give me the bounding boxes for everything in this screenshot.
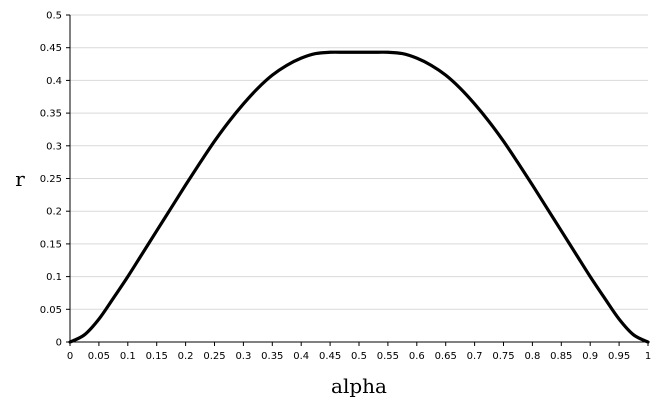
x-tick-label: 0.75 bbox=[492, 351, 514, 362]
x-tick-label: 0.15 bbox=[146, 351, 168, 362]
x-tick-label: 0.3 bbox=[235, 351, 251, 362]
tick-labels: 0 0.05 0.1 0.15 0.2 0.25 0.3 0.35 0.4 0.45 0.5 0 0.0… bbox=[40, 11, 651, 363]
x-tick-label: 0.4 bbox=[293, 351, 309, 362]
axes bbox=[66, 14, 649, 346]
x-tick-label: 0.6 bbox=[409, 351, 425, 362]
y-tick-label: 0.25 bbox=[40, 174, 62, 185]
x-tick-label: 0.2 bbox=[178, 351, 194, 362]
x-tick-label: 0.8 bbox=[524, 351, 540, 362]
y-tick-label: 0.2 bbox=[46, 207, 62, 218]
y-tick-label: 0.35 bbox=[40, 109, 62, 120]
y-tick-label: 0.15 bbox=[40, 239, 62, 250]
y-axis-title: r bbox=[15, 167, 25, 191]
x-tick-label: 0.95 bbox=[608, 351, 630, 362]
x-tick-label: 0.35 bbox=[261, 351, 283, 362]
series-line-0 bbox=[68, 50, 650, 344]
y-tick-label: 0.4 bbox=[46, 76, 62, 87]
y-tick-label: 0.1 bbox=[46, 272, 62, 283]
x-tick-label: 0.25 bbox=[203, 351, 225, 362]
x-tick-label: 0.85 bbox=[550, 351, 572, 362]
x-tick-label: 1 bbox=[645, 351, 651, 362]
y-tick-label: 0.05 bbox=[40, 305, 62, 316]
y-tick-label: 0.3 bbox=[46, 141, 62, 152]
y-tick-label: 0.5 bbox=[46, 11, 62, 22]
x-tick-label: 0.65 bbox=[435, 351, 457, 362]
y-tick-label: 0 bbox=[56, 338, 62, 349]
y-tick-label: 0.45 bbox=[40, 43, 62, 54]
x-tick-label: 0.5 bbox=[351, 351, 367, 362]
x-tick-label: 0.7 bbox=[467, 351, 483, 362]
gridlines bbox=[70, 14, 648, 310]
x-tick-label: 0.45 bbox=[319, 351, 341, 362]
x-tick-label: 0.1 bbox=[120, 351, 136, 362]
x-tick-label: 0.9 bbox=[582, 351, 598, 362]
x-tick-label: 0.05 bbox=[88, 351, 110, 362]
x-axis-title: alpha bbox=[331, 374, 387, 398]
series-layer bbox=[68, 50, 650, 344]
x-tick-label: 0.55 bbox=[377, 351, 399, 362]
x-tick-label: 0 bbox=[67, 351, 73, 362]
